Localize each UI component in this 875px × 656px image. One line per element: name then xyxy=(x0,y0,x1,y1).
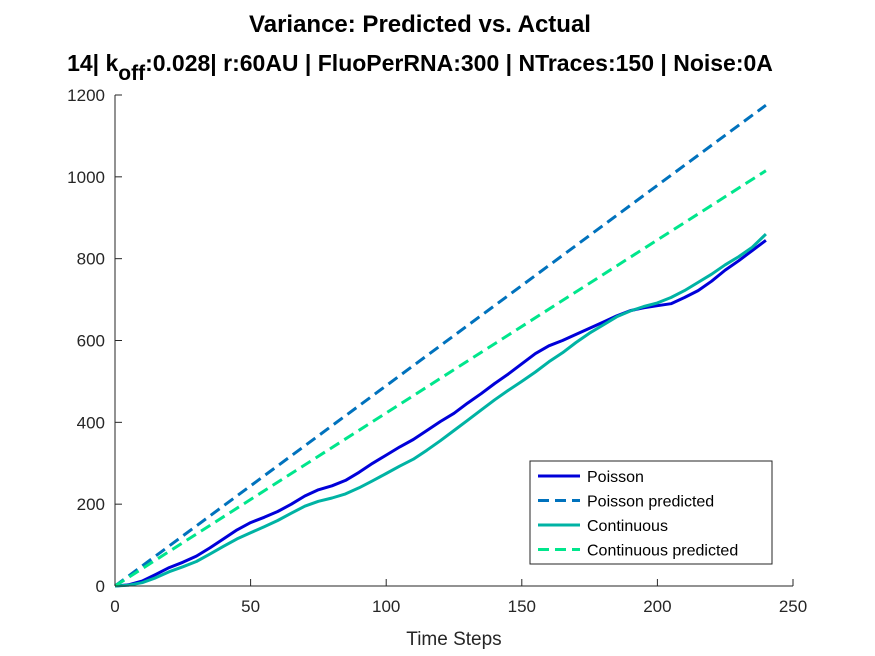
chart-subtitle: 14| koff:0.028| r:60AU | FluoPerRNA:300 … xyxy=(67,50,773,85)
series-line-3 xyxy=(114,233,767,588)
y-tick-label: 800 xyxy=(77,250,105,269)
y-tick-label: 1200 xyxy=(67,86,105,105)
subtitle-suffix: :0.028| r:60AU | FluoPerRNA:300 | NTrace… xyxy=(145,50,773,76)
legend-box xyxy=(529,460,773,565)
y-tick-label: 0 xyxy=(96,577,105,596)
x-tick-label: 50 xyxy=(241,597,260,616)
axes xyxy=(114,94,794,587)
legend-label-4: Continuous predicted xyxy=(587,543,738,560)
x-tick-label: 0 xyxy=(110,597,119,616)
y-tick-label: 600 xyxy=(77,332,105,351)
tick-labels: 0 50 100 150 200 250 0 200 400 600 800 1000 1200 xyxy=(67,86,807,616)
legend-label-3: Continuous xyxy=(587,518,668,535)
y-tick-label: 1000 xyxy=(67,168,105,187)
legend-label-1: Poisson xyxy=(587,469,644,486)
y-tick-label: 200 xyxy=(77,495,105,514)
series-line-4 xyxy=(114,169,767,588)
chart-title: Variance: Predicted vs. Actual xyxy=(249,11,591,38)
x-tick-label: 200 xyxy=(643,597,671,616)
series-line-1 xyxy=(114,239,767,588)
y-tick-label: 400 xyxy=(77,413,105,432)
subtitle-prefix: 14| k xyxy=(67,50,118,76)
legend: Poisson Poisson predicted Continuous Contin… xyxy=(529,460,773,565)
x-axis-label: Time Steps xyxy=(406,629,501,650)
x-tick-label: 250 xyxy=(779,597,807,616)
x-tick-label: 100 xyxy=(372,597,400,616)
plot-area xyxy=(114,103,767,588)
x-tick-label: 150 xyxy=(508,597,536,616)
subtitle-subscript: off xyxy=(118,62,146,85)
legend-label-2: Poisson predicted xyxy=(587,494,714,511)
